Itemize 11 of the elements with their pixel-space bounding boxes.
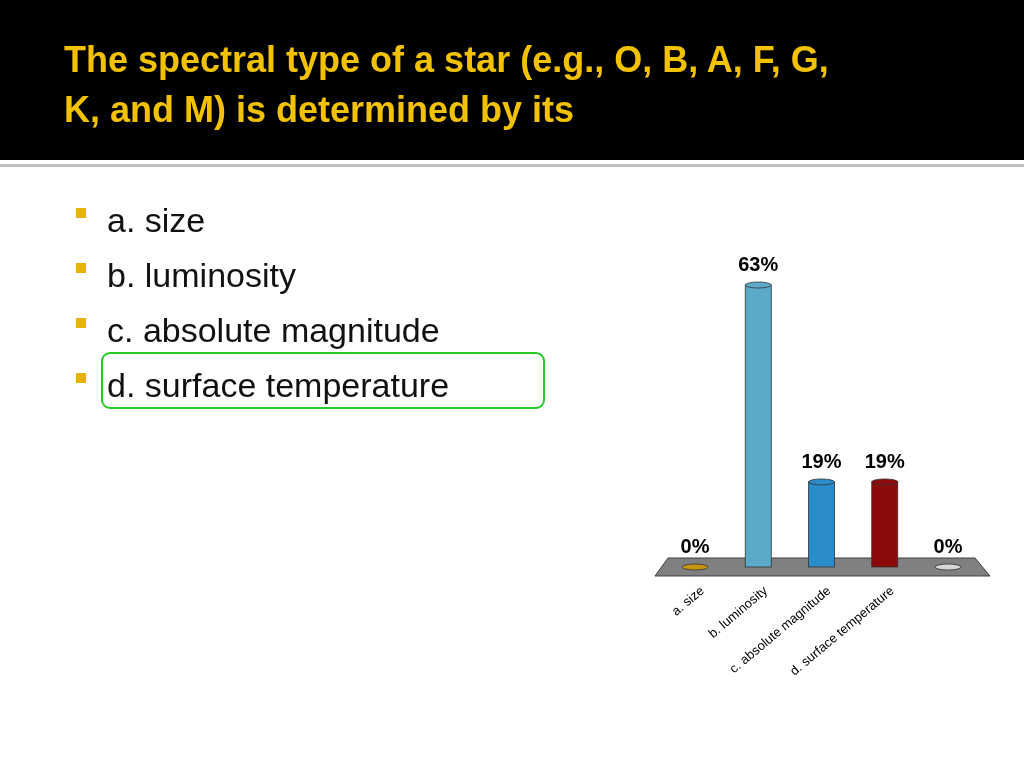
data-label: 63% bbox=[738, 253, 779, 275]
data-label: 0% bbox=[933, 535, 963, 557]
text: d. surface temperature bbox=[107, 366, 450, 404]
text: b. luminosity bbox=[107, 256, 296, 294]
chart-title: The spectral type of a star (e.g., O, B, A, F, G, K, and M) is determined by its bbox=[64, 39, 829, 130]
text: c. absolute magnitude bbox=[107, 311, 440, 349]
data-label: 19% bbox=[801, 449, 842, 472]
x-tick-label: a. size bbox=[668, 582, 707, 619]
data-label: 0% bbox=[680, 535, 710, 557]
data-label: 19% bbox=[864, 449, 905, 472]
text: a. size bbox=[107, 201, 206, 239]
